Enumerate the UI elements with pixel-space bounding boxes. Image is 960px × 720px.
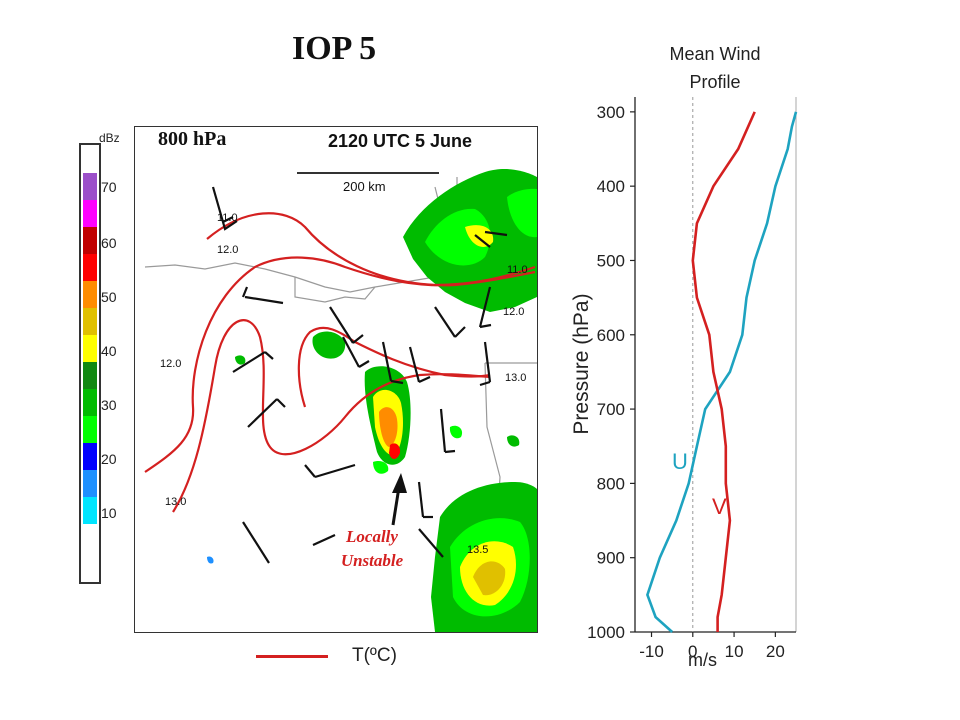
profile-x-tick-label: 10	[725, 642, 744, 661]
scale-tick-label: 20	[101, 451, 117, 467]
color-scale-band	[83, 416, 97, 443]
color-scale-band	[83, 470, 97, 497]
isotherm-label: 13.0	[505, 372, 526, 384]
color-scale-bands	[83, 173, 97, 580]
profile-y-tick-label: 600	[597, 326, 625, 345]
scale-tick-label: 40	[101, 343, 117, 359]
profile-y-axis-label: Pressure (hPa)	[570, 293, 593, 434]
locally-unstable-annotation: Locally Unstable	[326, 525, 418, 573]
isotherm-label: 12.0	[217, 244, 238, 256]
annotation-line1: Locally	[346, 527, 398, 546]
profile-title-line2: Profile	[689, 72, 741, 92]
scale-tick-label: 10	[101, 505, 117, 521]
profile-x-tick-label: -10	[639, 642, 664, 661]
profile-y-tick-label: 900	[597, 549, 625, 568]
u-wind-series-line	[646, 111, 798, 633]
map-canvas: 11.0 12.0 11.0 12.0 12.0 13.0 13.0 13.5 …	[144, 168, 537, 632]
color-scale-band	[83, 173, 97, 200]
profile-y-tick-label: 500	[597, 251, 625, 270]
page-title: IOP 5	[292, 30, 377, 67]
annotation-line2: Unstable	[340, 551, 404, 570]
v-series-label: V	[712, 494, 727, 519]
color-scale-band	[83, 497, 97, 524]
temperature-legend-label: T(ºC)	[352, 645, 397, 666]
profile-y-tick-label: 1000	[587, 623, 625, 642]
reflectivity-color-scale	[79, 143, 101, 584]
wind-barbs	[211, 186, 508, 564]
scale-tick-label: 60	[101, 235, 117, 251]
pressure-level: 800 hPa	[158, 128, 227, 150]
profile-y-ticks: 300 400 500 600 700 800 900 1000	[587, 103, 635, 642]
profile-x-tick-label: 0	[688, 642, 697, 661]
radar-map: 11.0 12.0 11.0 12.0 12.0 13.0 13.0 13.5 …	[134, 126, 538, 633]
isotherm-label: 13.0	[165, 496, 186, 508]
profile-x-axis-label: m/s	[688, 650, 717, 670]
profile-y-tick-label: 800	[597, 474, 625, 493]
color-scale-band	[83, 308, 97, 335]
unstable-arrow	[391, 473, 407, 526]
isotherm-label: 13.5	[467, 544, 488, 556]
profile-title: Mean Wind Profile	[640, 40, 790, 96]
profile-x-ticks: -10 0 10 20	[639, 632, 785, 661]
scale-tick-label: 50	[101, 289, 117, 305]
scale-unit-label: dBz	[99, 131, 120, 145]
profile-background	[560, 92, 800, 682]
profile-y-tick-label: 700	[597, 400, 625, 419]
isotherm-label: 11.0	[507, 264, 528, 276]
color-scale-band	[83, 227, 97, 254]
profile-title-line1: Mean Wind	[669, 44, 761, 64]
isotherm-labels: 11.0 12.0 11.0 12.0 12.0 13.0 13.0 13.5	[160, 212, 528, 556]
profile-y-tick-label: 400	[597, 177, 625, 196]
color-scale-band	[83, 362, 97, 389]
color-scale-band	[83, 443, 97, 470]
scale-bar-label: 200 km	[343, 179, 386, 194]
color-scale-band	[83, 389, 97, 416]
scale-tick-label: 70	[101, 179, 117, 195]
isotherm-label: 12.0	[160, 358, 181, 370]
color-scale-band	[83, 281, 97, 308]
temperature-legend-line	[256, 655, 328, 658]
profile-x-tick-label: 20	[766, 642, 785, 661]
color-scale-band	[83, 254, 97, 281]
color-scale-band	[83, 200, 97, 227]
profile-y-tick-label: 300	[597, 103, 625, 122]
color-scale-band	[83, 335, 97, 362]
scale-tick-label: 30	[101, 397, 117, 413]
wind-profile-chart: 300 400 500 600 700 800 900 1000 -10 0 10 20 U V P…	[560, 92, 800, 682]
isotherm-label: 12.0	[503, 306, 524, 318]
isotherm-label: 11.0	[217, 212, 238, 224]
u-series-label: U	[672, 449, 688, 474]
v-wind-series-line	[691, 111, 756, 632]
timestamp: 2120 UTC 5 June	[328, 131, 473, 151]
